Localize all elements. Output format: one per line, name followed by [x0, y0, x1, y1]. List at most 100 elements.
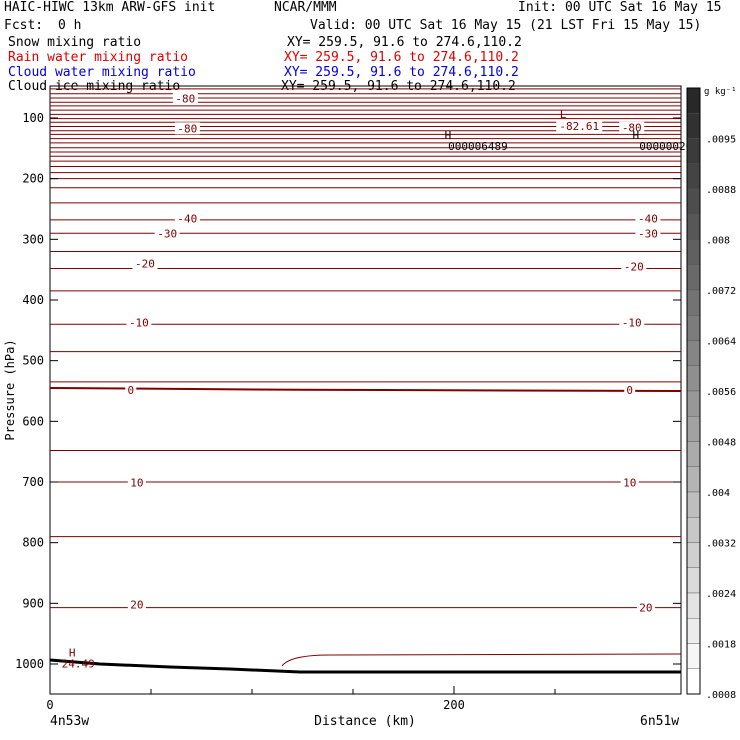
- colorbar-swatch: [686, 567, 701, 594]
- field-xy-rain: XY= 259.5, 91.6 to 274.6,110.2: [284, 50, 519, 65]
- colorbar-swatch: [686, 289, 701, 316]
- contour-label-bg: [620, 476, 639, 489]
- colorbar-swatch: [686, 315, 701, 341]
- extremum-letter: L: [560, 108, 567, 121]
- y-tick-label: 300: [22, 232, 44, 246]
- extremum-letter: H: [445, 129, 452, 142]
- contour-label: -80: [622, 122, 642, 135]
- colorbar-label: .0072: [706, 286, 736, 297]
- extremum-letter: H: [69, 647, 76, 660]
- field-name-cloud-water: Cloud water mixing ratio: [8, 65, 196, 80]
- y-tick-label: 800: [22, 536, 44, 550]
- fcst-label: Fcst:: [4, 18, 44, 33]
- contour-label: -20: [135, 258, 155, 271]
- y-tick-label: 500: [22, 354, 44, 368]
- colorbar-label: .0048: [706, 438, 736, 449]
- colorbar-swatch: [686, 643, 701, 669]
- contour-label: 20: [639, 602, 652, 615]
- contour-label-bg: [154, 227, 180, 240]
- y-tick-label: 100: [22, 111, 44, 125]
- x-tick-label: 0: [46, 698, 53, 712]
- colorbar-label: .0064: [706, 337, 736, 348]
- org-label: NCAR/MMM: [274, 0, 337, 15]
- y-tick-label: 400: [22, 293, 44, 307]
- y-axis-label: Pressure (hPa): [3, 339, 17, 440]
- contour-label: -40: [638, 213, 658, 226]
- contour-label-bg: [636, 601, 655, 614]
- freezing-level-line: [49, 386, 682, 392]
- colorbar-swatch: [686, 87, 701, 114]
- x-tick-label: 200: [443, 698, 465, 712]
- contour-label: -30: [157, 227, 177, 240]
- colorbar-swatch: [686, 416, 701, 442]
- colorbar-swatch: [686, 340, 701, 366]
- contour-label: 10: [130, 477, 143, 490]
- colorbar-label: .0032: [706, 539, 736, 550]
- field-name-rain: Rain water mixing ratio: [8, 50, 189, 65]
- y-tick-label: 900: [22, 596, 44, 610]
- contour-label: 10: [623, 477, 636, 490]
- contour-label: -30: [638, 227, 658, 240]
- colorbar-swatch: [686, 618, 701, 644]
- contour-label-bg: [127, 598, 146, 611]
- colorbar-swatch: [686, 517, 701, 543]
- contour-label-bg: [174, 122, 200, 135]
- colorbar-swatch: [686, 113, 701, 139]
- contour-label: 0: [626, 384, 633, 397]
- colorbar-swatch: [686, 138, 701, 164]
- colorbar-swatch: [686, 214, 701, 240]
- contour-label-bg: [624, 383, 636, 396]
- contour-label: -10: [622, 316, 642, 329]
- colorbar-swatch: [686, 390, 701, 417]
- colorbar-label: .0056: [706, 387, 736, 398]
- surface-contour: [281, 653, 682, 667]
- contour-label: 0: [127, 384, 134, 397]
- colorbar-swatch: [686, 542, 701, 568]
- field-xy-snow: XY= 259.5, 91.6 to 274.6,110.2: [287, 35, 522, 50]
- terrain-line: [49, 658, 681, 674]
- contour-label: -82.61: [559, 120, 599, 133]
- colorbar-swatch: [686, 466, 701, 493]
- y-tick-label: 600: [22, 414, 44, 428]
- y-tick-label: 1000: [15, 657, 44, 671]
- contour-label-bg: [621, 260, 647, 273]
- extremum-letter: H: [632, 129, 639, 142]
- colorbar-label: .0018: [706, 640, 736, 651]
- colorbar-swatch: [686, 491, 701, 518]
- contour-label: -20: [624, 261, 644, 274]
- colorbar-label: .0008: [706, 690, 736, 701]
- colorbar-swatch: [686, 441, 701, 467]
- colorbar-swatch: [686, 365, 701, 392]
- contour-label-bg: [619, 316, 645, 329]
- contour-label-bg: [126, 316, 152, 329]
- colorbar-label: .0088: [706, 185, 736, 196]
- colorbar-label: .0024: [706, 589, 736, 600]
- colorbar-label: .008: [706, 236, 730, 247]
- contour-label: -80: [175, 93, 195, 106]
- y-tick-label: 700: [22, 475, 44, 489]
- contour-label-bg: [635, 227, 661, 240]
- field-xy-cloud-water: XY= 259.5, 91.6 to 274.6,110.2: [284, 65, 519, 80]
- plot-title: HAIC-HIWC 13km ARW-GFS init: [4, 0, 216, 15]
- colorbar: g kg⁻¹ .0095 .0088 .008 .0072 .0064 .0056 .0048…: [686, 87, 737, 701]
- extremum-value: 00000026: [639, 140, 692, 153]
- x-left-location: 4n53w: [50, 714, 89, 729]
- field-name-snow: Snow mixing ratio: [8, 35, 142, 50]
- colorbar-swatch: [686, 668, 701, 695]
- fcst-value: 0 h: [58, 18, 82, 33]
- colorbar-swatch: [686, 264, 701, 291]
- colorbar-frame: [686, 87, 701, 695]
- contour-label-bg: [635, 212, 661, 225]
- contour-label-bg: [132, 257, 158, 270]
- isoline-group: [49, 88, 682, 674]
- colorbar-label: .0095: [706, 135, 736, 146]
- contour-label-bg: [556, 119, 603, 132]
- y-tick-label: 200: [22, 172, 44, 186]
- colorbar-swatch: [686, 239, 701, 265]
- contour-label-bg: [619, 121, 645, 134]
- colorbar-swatch: [686, 163, 701, 190]
- valid-time: Valid: 00 UTC Sat 16 May 15 (21 LST Fri …: [310, 18, 702, 33]
- colorbar-swatch: [686, 188, 701, 215]
